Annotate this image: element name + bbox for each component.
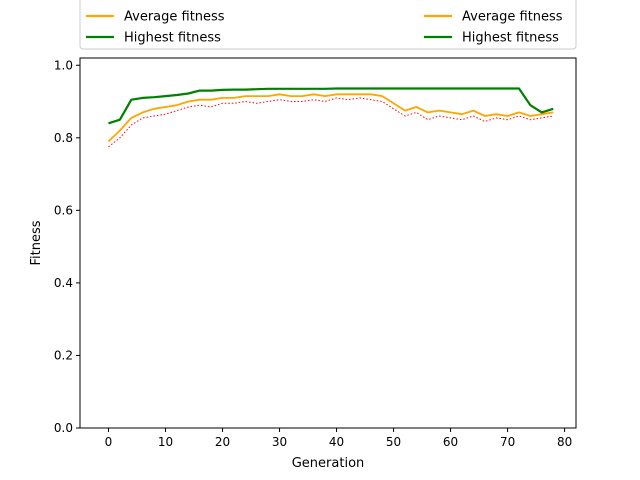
y-axis-label: Fitness: [29, 220, 44, 265]
x-tick-label: 0: [105, 435, 113, 449]
series-average-line: [107, 93, 554, 143]
y-tick-label: 0.2: [54, 348, 73, 362]
x-tick-label: 50: [386, 435, 401, 449]
y-axis: 0.0 0.2 0.4 0.6 0.8 1.0: [54, 58, 80, 435]
x-axis-label: Generation: [292, 456, 365, 471]
x-axis: 0 10 20 30 40 50 60 70 80: [105, 428, 572, 449]
x-tick-label: 10: [158, 435, 173, 449]
x-tick-label: 60: [443, 435, 458, 449]
legend-label: Highest fitness: [124, 31, 221, 46]
series-layer: [107, 87, 554, 148]
legend-label: Highest fitness: [462, 31, 559, 46]
y-tick-label: 1.0: [54, 58, 73, 72]
y-tick-label: 0.8: [54, 131, 73, 145]
legend: Average fitness Highest fitness Average fi…: [79, 0, 577, 50]
x-tick-label: 70: [500, 435, 515, 449]
x-tick-label: 30: [272, 435, 287, 449]
series-highest-line: [108, 87, 554, 125]
legend-label: Average fitness: [462, 10, 563, 25]
y-tick-label: 0.4: [54, 276, 73, 290]
plot-frame: [79, 57, 577, 429]
x-tick-label: 80: [557, 435, 572, 449]
y-tick-label: 0.6: [54, 203, 73, 217]
y-tick-label: 0.0: [54, 421, 73, 435]
x-tick-label: 40: [329, 435, 344, 449]
x-tick-label: 20: [215, 435, 230, 449]
legend-label: Average fitness: [124, 10, 225, 25]
